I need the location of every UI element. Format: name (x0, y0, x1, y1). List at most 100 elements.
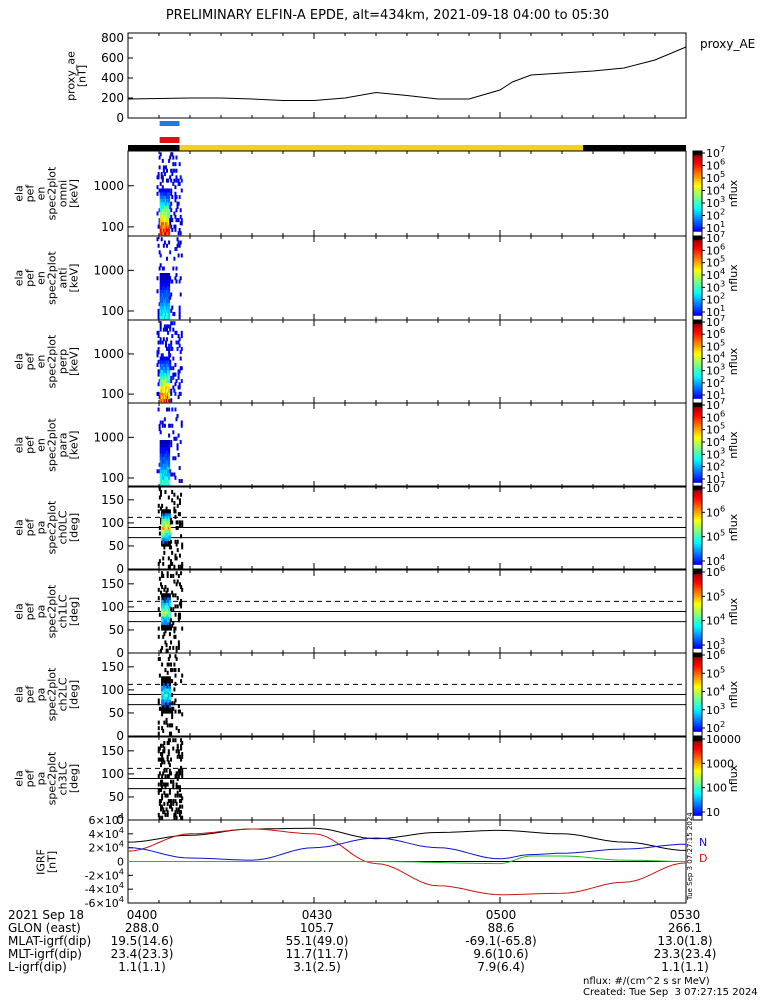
pa-spectrogram-cell (161, 503, 164, 508)
spectrogram-cell (166, 462, 169, 467)
colorbar-cell (693, 157, 702, 161)
spectrogram-cell (160, 446, 163, 451)
pa-spectrogram-cell (162, 807, 165, 812)
spectrogram-cell (158, 395, 161, 400)
spectrogram-cell (175, 273, 178, 278)
pa-spectrogram-cell (163, 534, 166, 539)
spectrogram-cell (158, 379, 161, 384)
pa-spectrogram-cell (174, 556, 177, 561)
pa-spectrogram-cell (168, 621, 171, 626)
spectrogram-cell (159, 398, 162, 403)
spectrogram-cell (163, 188, 166, 193)
pa-spectrogram-cell (166, 681, 169, 686)
colorbar-cell (693, 434, 702, 438)
spectrogram-cell (161, 372, 164, 377)
spectrogram-cell (174, 436, 177, 441)
spectrogram-cell (166, 208, 169, 213)
spectrogram-cell (163, 379, 166, 384)
created-note: Created: Tue Sep 3 07:27:15 2024 (583, 987, 758, 998)
pa-spectrogram-cell (177, 615, 180, 620)
pa-spectrogram-cell (163, 687, 166, 692)
spectrogram-cell (178, 162, 181, 167)
pa-y-tick-label: 0 (116, 562, 124, 576)
spectrogram-cell (167, 204, 170, 209)
pa-spectrogram-cell (164, 593, 167, 598)
spectrogram-cell (160, 195, 163, 200)
footer-val: 0400 (126, 908, 158, 922)
pa-spectrogram-cell (181, 561, 184, 566)
spectrogram-cell (168, 459, 171, 464)
spectrogram-cell (160, 292, 163, 297)
spectrogram-cell (162, 369, 165, 374)
spectrogram-cell (174, 214, 177, 219)
spectrogram-cell (173, 321, 176, 326)
spectrogram-cell (163, 369, 166, 374)
spectrogram-cell (168, 456, 171, 461)
spectrogram-cell (159, 214, 162, 219)
pa-spectrogram-cell (172, 607, 175, 612)
pa-spectrogram-cell (170, 618, 173, 623)
pa-y-tick-label: 150 (101, 493, 124, 507)
pa-spectrogram-cell (181, 774, 184, 779)
spectrogram-cell (163, 204, 166, 209)
pa-spectrogram-cell (167, 537, 170, 542)
colorbar-cell (693, 257, 702, 260)
spectrogram-cell (166, 346, 169, 351)
pa-spectrogram-cell (157, 561, 160, 566)
pa-spectrogram-cell (177, 704, 180, 709)
pa-spectrogram-cell (164, 704, 167, 709)
spectrogram-cell (166, 256, 169, 261)
pa-spectrogram-cell (166, 542, 169, 547)
pa-spectrogram-cell (162, 601, 165, 606)
colorbar-cell (693, 290, 702, 294)
pa-spectrogram-cell (163, 537, 166, 542)
pa-spectrogram-cell (163, 626, 166, 631)
pa-y-label: pef (24, 769, 37, 788)
spectrogram-cell (166, 218, 169, 223)
colorbar-cell (693, 267, 702, 271)
spectrogram-cell (164, 398, 167, 403)
pa-spectrogram-cell (173, 668, 176, 673)
spectrogram-cell (164, 385, 167, 390)
energy-y-label: spec2plot (46, 334, 59, 388)
colorbar-cell (693, 817, 702, 821)
pa-spectrogram-cell (168, 799, 171, 804)
pa-spectrogram-cell (177, 807, 180, 812)
spectrogram-cell (168, 440, 171, 445)
colorbar-cell (693, 657, 702, 660)
spectrogram-cell (176, 218, 179, 223)
spectrogram-cell (174, 372, 177, 377)
colorbar-cell (693, 684, 702, 687)
spectrogram-cell (170, 208, 173, 213)
pa-spectrogram-cell (176, 793, 179, 798)
spectrogram-cell (167, 276, 170, 281)
spectrogram-cell (162, 299, 165, 304)
spectrogram-cell (157, 312, 160, 317)
pa-spectrogram-cell (161, 754, 164, 759)
spectrogram-cell (159, 440, 162, 445)
spectrogram-cell (159, 337, 162, 342)
pa-spectrogram-cell (157, 701, 160, 706)
pa-spectrogram-cell (163, 709, 166, 714)
pa-spectrogram-cell (167, 525, 170, 530)
pa-y-label: spec2plot (46, 667, 59, 721)
spectrogram-cell (159, 204, 162, 209)
spectrogram-cell (167, 359, 170, 364)
colorbar-cell (693, 747, 702, 751)
spectrogram-cell (159, 479, 162, 484)
spectrogram-cell (160, 369, 163, 374)
pa-spectrogram-cell (173, 815, 176, 820)
pa-spectrogram-cell (163, 801, 166, 806)
spectrogram-cell (161, 276, 164, 281)
spectrogram-cell (161, 369, 164, 374)
spectrogram-cell (159, 263, 162, 268)
pa-spectrogram-cell (173, 634, 176, 639)
pa-spectrogram-cell (161, 709, 164, 714)
spectrogram-cell (162, 395, 165, 400)
spectrogram-cell (159, 375, 162, 380)
spectrogram-cell (156, 276, 159, 281)
colorbar-cell (693, 745, 702, 748)
pa-spectrogram-cell (168, 763, 171, 768)
pa-spectrogram-cell (168, 723, 171, 728)
spectrogram-cell (156, 289, 159, 294)
